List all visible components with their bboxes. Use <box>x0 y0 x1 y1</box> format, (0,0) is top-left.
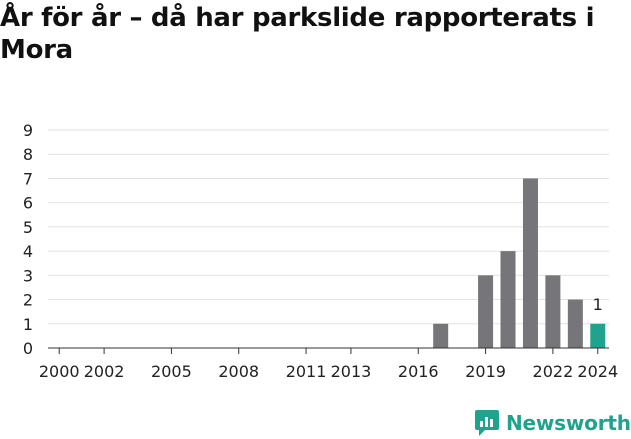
bars <box>433 178 606 348</box>
bar <box>478 275 494 348</box>
x-tick-label: 2024 <box>577 362 618 381</box>
x-tick-label: 2005 <box>151 362 192 381</box>
y-tick-label: 6 <box>23 194 33 213</box>
x-tick-label: 2008 <box>218 362 259 381</box>
y-tick-label: 7 <box>23 169 33 188</box>
y-tick-label: 3 <box>23 266 33 285</box>
y-tick-label: 5 <box>23 218 33 237</box>
newsworthy-logo[interactable]: Newsworthy <box>474 407 631 439</box>
x-tick-label: 2013 <box>331 362 372 381</box>
y-tick-label: 8 <box>23 145 33 164</box>
x-tick-label: 2011 <box>286 362 327 381</box>
x-tick-label: 2000 <box>39 362 80 381</box>
bar <box>522 178 538 348</box>
x-tick-label: 2019 <box>465 362 506 381</box>
x-tick-label: 2016 <box>398 362 439 381</box>
bar <box>590 323 606 348</box>
bar <box>545 275 561 348</box>
y-axis-labels: 0 1 2 3 4 5 6 7 8 9 <box>23 121 33 358</box>
bar <box>567 299 583 348</box>
bar <box>433 323 449 348</box>
data-labels: 1 <box>593 295 603 314</box>
bar <box>500 251 516 348</box>
x-tick-label: 2002 <box>84 362 125 381</box>
data-label: 1 <box>593 295 603 314</box>
x-axis: 2000 2002 2005 2008 2011 2013 2016 2019 2022 2024 <box>39 347 618 381</box>
newsworthy-icon <box>475 410 499 436</box>
chart-title: År för år – då har parkslide rapporterat… <box>0 3 595 65</box>
y-tick-label: 4 <box>23 242 33 261</box>
y-tick-label: 1 <box>23 315 33 334</box>
brand-name: Newsworthy <box>506 411 631 435</box>
y-tick-label: 2 <box>23 291 33 310</box>
x-tick-label: 2022 <box>533 362 574 381</box>
y-tick-label: 0 <box>23 339 33 358</box>
y-tick-label: 9 <box>23 121 33 140</box>
